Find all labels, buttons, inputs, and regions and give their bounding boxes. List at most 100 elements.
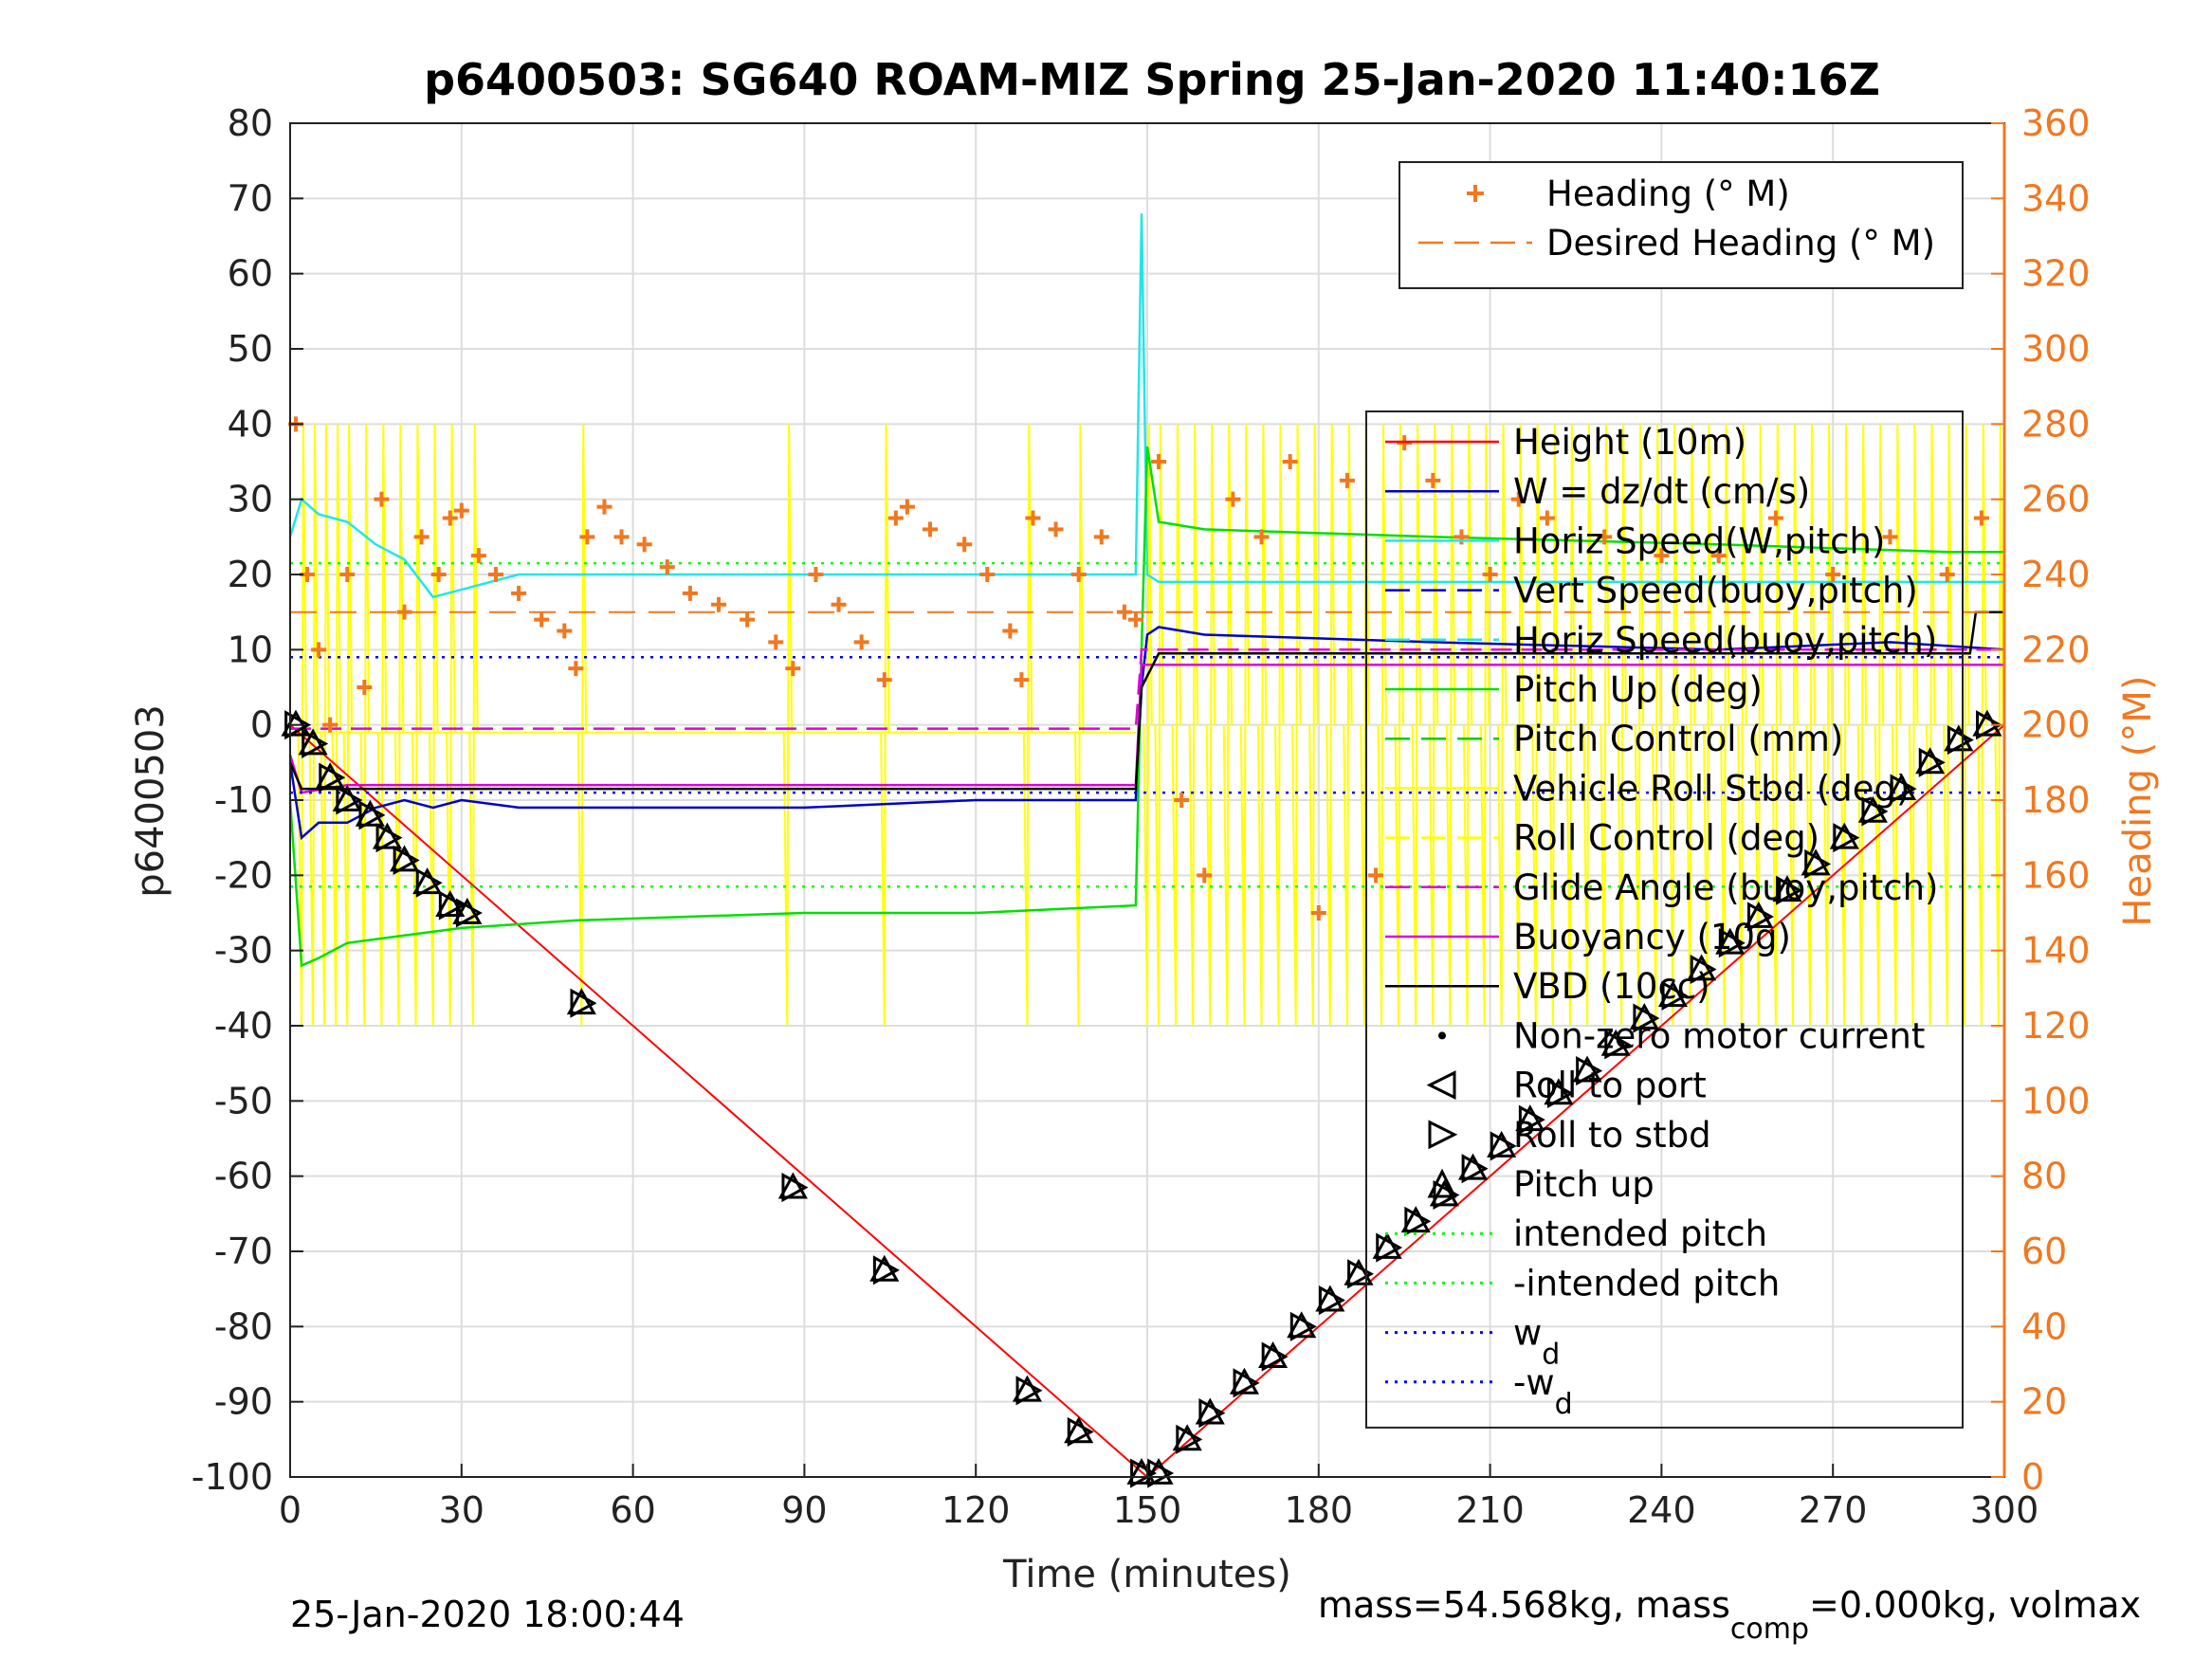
roll-spike [468,424,479,1027]
roll-spike [1600,424,1610,1027]
heading-point [1453,529,1470,545]
roll-marker [358,800,386,830]
heading-point [511,585,527,601]
y2-tick-label: 40 [2021,1305,2067,1347]
heading-point [1939,567,1955,582]
roll-spike [1291,424,1302,1027]
y-axis-right: 3603403203002802602402202001801601401201… [1991,102,2091,1498]
legend-label-text: Vehicle Roll Stbd (deg) [1513,768,1910,809]
roll-marker [1804,848,1832,879]
legend-label: Heading (° M) [1546,173,1790,214]
roll-spike [1360,424,1370,1027]
legend-label-text: Heading (° M) [1546,173,1790,214]
x-tick-label: 180 [1285,1489,1354,1531]
roll-marker [1404,1206,1432,1236]
legend-label-text: Glide Angle (buoy,pitch) [1513,867,1938,908]
y-tick-label: 0 [250,704,273,746]
legend-label: Vehicle Roll Stbd (deg) [1513,768,1910,809]
roll-spike [1188,424,1199,1027]
y-tick-label: -20 [214,854,273,896]
heading-point [1510,491,1526,507]
legend-label: Horiz Speed(buoy,pitch) [1513,620,1937,661]
y-tick-label: 80 [228,102,273,144]
legend-box [1398,161,1964,289]
legend-label-text: Vert Speed(buoy,pitch) [1513,571,1918,611]
roll-spike [1343,424,1353,1027]
roll-spike [782,424,794,1027]
legend-label: Roll Control (deg) [1513,818,1819,859]
y-tick-label: -100 [192,1456,273,1498]
heading-point [1710,548,1727,564]
pitch-up-marker [1172,1424,1202,1451]
x-axis: 0 30 60 90 120 150 180 210 240 270 300 [279,1464,2038,1531]
legend-label: Pitch up [1513,1164,1654,1205]
heading-point [1002,623,1018,639]
pitch-up-marker [1886,774,1917,800]
roll-marker [1746,902,1774,932]
footer-mass: mass=54.568kg, masscomp=0.000kg, volmax [1318,1584,2141,1646]
pitch-up-marker [1287,1311,1317,1339]
roll-spike [1754,424,1764,1027]
heading-point [1225,491,1241,507]
y2-tick-label: 360 [2021,102,2091,144]
pitch-up-marker [1772,875,1802,902]
roll-marker [1947,724,1974,756]
roll-marker [438,890,466,921]
roll-marker [415,867,443,898]
roll-spike [1411,424,1422,1027]
roll-marker [1130,1458,1158,1488]
heading-point [899,499,915,515]
pitch-up-marker [1657,980,1688,1008]
heading-point [1539,510,1555,526]
roll-spike [1582,424,1593,1027]
roll-spike [1685,424,1696,1027]
legend-label-text: Roll to stbd [1513,1115,1711,1156]
roll-spike [1274,424,1285,1027]
legend-label: Roll to stbd [1513,1115,1711,1156]
legend-label-text: Horiz Speed(buoy,pitch) [1513,620,1937,661]
heading-point [613,529,630,545]
series-pitch-up-deg [288,446,2004,968]
pitch-up-marker [1064,1416,1094,1444]
pitch-up-marker [1258,1340,1289,1368]
pitch-up-marker [1687,954,1717,981]
heading-point [1282,454,1298,469]
roll-marker [1604,1030,1632,1060]
heading-point [1093,529,1109,545]
pitch-up-marker [566,988,596,1015]
heading-point [785,661,801,677]
pitch-up-marker [1429,1179,1459,1207]
heading-point [1310,905,1326,921]
roll-spike [1926,424,1936,1027]
legend-label-text: -w [1513,1362,1555,1403]
roll-marker [1347,1259,1375,1289]
roll-marker [781,1173,809,1203]
roll-marker [1633,1003,1660,1033]
roll-spike [446,424,456,1027]
heading-point [659,559,675,575]
plot-area [281,213,2005,1488]
heading-point [740,611,756,628]
roll-spike [1617,424,1628,1027]
roll-spike [1565,424,1576,1027]
roll-marker [872,1255,900,1285]
roll-spike [1239,424,1251,1027]
y2-tick-label: 220 [2021,629,2091,670]
pitch-up-marker [1544,1078,1574,1105]
roll-spike [1908,424,1919,1027]
roll-spike [308,424,319,1027]
series-w-dz-dt-cm-s [288,626,2005,841]
roll-spike [1634,424,1645,1027]
heading-point [1070,567,1087,582]
heading-point [534,611,550,628]
y-tick-label: 40 [228,403,273,445]
heading-point [1197,867,1213,884]
roll-marker [1718,928,1746,958]
legend-label: Roll to port [1513,1066,1707,1106]
heading-point [470,548,486,564]
legend-label: -intended pitch [1513,1263,1780,1304]
roll-marker [1289,1311,1317,1341]
pitch-up-marker [1629,1002,1659,1030]
roll-spike [1497,424,1508,1027]
legend-label: wd [1513,1313,1560,1372]
